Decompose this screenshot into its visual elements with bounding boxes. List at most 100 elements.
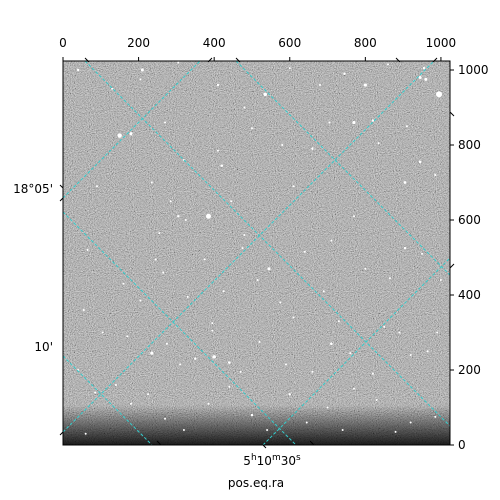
- star-point: [194, 357, 197, 360]
- star-point: [318, 84, 321, 86]
- image-bottom-shadow: [63, 405, 450, 445]
- star-point: [353, 215, 356, 218]
- star-point: [281, 144, 284, 146]
- star-point: [207, 402, 210, 405]
- star-point: [96, 185, 99, 188]
- star-point: [227, 361, 231, 364]
- star-point: [383, 325, 386, 328]
- star-point: [288, 67, 291, 70]
- star-point: [82, 309, 85, 311]
- star-point: [241, 247, 244, 250]
- star-point: [243, 106, 246, 109]
- star-point: [122, 282, 125, 285]
- dec-axis-tick: [59, 197, 64, 202]
- star-point: [375, 399, 378, 401]
- star-point: [177, 215, 180, 218]
- star-point: [84, 432, 87, 435]
- star-point: [343, 72, 346, 75]
- dec-axis-tick: [432, 57, 438, 63]
- star-point: [403, 246, 407, 250]
- star-point: [363, 83, 367, 87]
- star-point: [211, 329, 214, 332]
- star-point: [228, 385, 231, 388]
- dec-axis-tick: [207, 57, 213, 63]
- star-point: [337, 320, 340, 323]
- top-axis-tick-label: 600: [278, 36, 301, 50]
- star-point: [111, 87, 114, 90]
- dec-grid-line: [235, 61, 450, 276]
- star-point: [86, 249, 89, 251]
- star-point: [279, 301, 282, 304]
- star-point: [353, 387, 356, 390]
- star-point: [139, 299, 142, 302]
- star-point: [239, 370, 242, 373]
- star-point: [139, 78, 142, 81]
- star-point: [154, 258, 157, 261]
- star-point: [216, 149, 219, 152]
- dec-axis-tick: [449, 263, 455, 269]
- dec-axis-tick: [449, 111, 455, 117]
- star-point: [76, 68, 80, 72]
- star-point: [126, 335, 129, 338]
- star-point: [150, 181, 153, 184]
- right-axis-tick-label: 400: [458, 288, 481, 302]
- star-point: [371, 372, 374, 375]
- right-axis-tick-label: 600: [458, 213, 481, 227]
- star-point: [434, 174, 437, 176]
- coordinate-grid: [63, 61, 450, 445]
- star-point: [220, 164, 224, 167]
- star-point: [130, 402, 133, 405]
- ra-axis-tick: [156, 440, 162, 446]
- star-point: [186, 295, 189, 298]
- star-point: [418, 76, 422, 79]
- star-point: [177, 61, 180, 64]
- star-point: [292, 185, 295, 188]
- star-point: [114, 384, 117, 386]
- star-point: [140, 68, 144, 72]
- star-point: [250, 413, 254, 417]
- star-point: [305, 421, 308, 424]
- star-point: [263, 92, 267, 97]
- star-point: [158, 232, 161, 235]
- right-axis-tick-label: 200: [458, 363, 481, 377]
- star-point: [388, 277, 391, 280]
- star-point: [250, 127, 253, 130]
- star-point: [349, 352, 352, 355]
- dec-tick-label: 18°05': [13, 182, 53, 196]
- star-point: [403, 181, 407, 184]
- dec-tick-label: 10': [34, 340, 53, 354]
- dec-axis-tick: [59, 184, 64, 189]
- right-pixel-axis: 0 200 400 600 800 1000: [450, 63, 489, 452]
- dec-grid-line: [63, 61, 201, 199]
- star-point: [182, 429, 185, 431]
- top-axis-tick-label: 1000: [426, 36, 457, 50]
- star-point: [164, 121, 167, 124]
- star-point: [394, 430, 397, 433]
- dec-axis-tick: [59, 431, 64, 436]
- star-point: [129, 132, 133, 136]
- star-point: [256, 279, 259, 281]
- star-point: [179, 363, 182, 366]
- star-point: [222, 290, 225, 293]
- right-axis-tick-label: 800: [458, 138, 481, 152]
- star-point: [212, 355, 216, 359]
- star-point: [328, 121, 331, 124]
- ra-axis-tick: [395, 57, 401, 63]
- star-point: [422, 66, 426, 70]
- star-point: [288, 393, 291, 396]
- dec-grid-line: [63, 61, 435, 433]
- star-point: [150, 351, 154, 355]
- top-axis-tick-label: 0: [59, 36, 67, 50]
- star-point: [405, 125, 408, 128]
- star-point: [330, 342, 333, 346]
- star-point: [322, 290, 325, 293]
- plot-frame: [62, 60, 451, 446]
- star-point: [341, 429, 344, 431]
- star-point: [371, 119, 375, 122]
- star-point: [101, 331, 104, 334]
- top-axis-tick-label: 400: [203, 36, 226, 50]
- star-point: [184, 219, 187, 221]
- star-point: [206, 213, 212, 219]
- star-point: [266, 429, 269, 431]
- top-axis-tick-label: 800: [354, 36, 377, 50]
